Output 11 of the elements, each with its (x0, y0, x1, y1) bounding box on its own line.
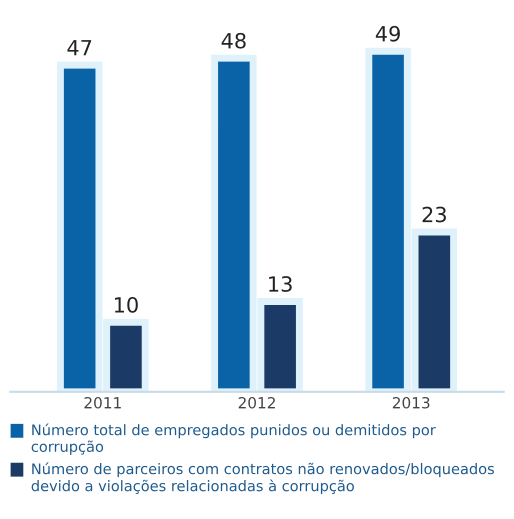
data-label: 10 (114, 296, 138, 313)
data-label: 49 (376, 26, 400, 42)
x-tick-label: 2013 (392, 396, 430, 409)
data-label: 23 (422, 206, 446, 222)
data-label: 47 (67, 40, 92, 56)
data-label: 13 (269, 276, 292, 292)
x-tick-label: 2011 (84, 396, 121, 409)
data-label: 48 (222, 32, 246, 49)
x-tick-label: 2012 (238, 396, 275, 409)
legend-label: Número total de empregados punidos ou demitidos por corrupção (32, 424, 436, 455)
legend-label: Número de parceiros com contratos não renovados/bloqueados devido a violações relacionadas à corrupção (32, 462, 494, 494)
